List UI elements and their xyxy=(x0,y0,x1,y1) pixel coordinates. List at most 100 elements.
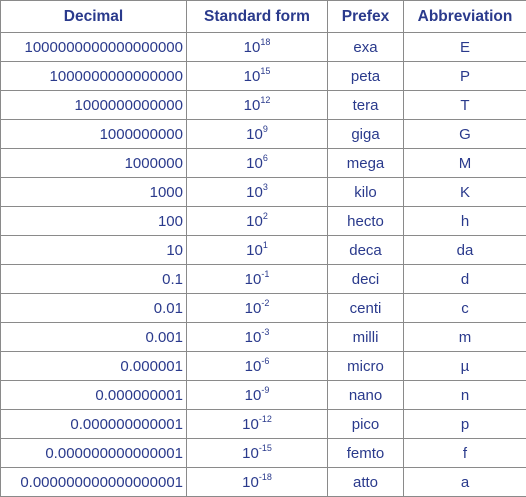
standard-form-base: 10 xyxy=(246,155,263,172)
header-row: Decimal Standard form Prefex Abbreviatio… xyxy=(1,1,526,33)
standard-form-cell: 10-12 xyxy=(187,410,328,439)
standard-form-exponent: -1 xyxy=(261,269,269,279)
prefix-cell: hecto xyxy=(328,207,404,236)
standard-form-cell: 10-6 xyxy=(187,352,328,381)
prefix-cell: exa xyxy=(328,33,404,62)
standard-form-base: 10 xyxy=(246,126,263,143)
standard-form-exponent: 6 xyxy=(263,153,268,163)
decimal-cell: 1000 xyxy=(1,178,187,207)
standard-form-base: 10 xyxy=(242,445,259,462)
standard-form-base: 10 xyxy=(245,358,262,375)
header-abbreviation: Abbreviation xyxy=(404,1,526,33)
abbreviation-cell: p xyxy=(404,410,526,439)
header-decimal: Decimal xyxy=(1,1,187,33)
standard-form-cell: 1012 xyxy=(187,91,328,120)
abbreviation-cell: h xyxy=(404,207,526,236)
prefix-cell: nano xyxy=(328,381,404,410)
abbreviation-cell: f xyxy=(404,439,526,468)
header-standard-form: Standard form xyxy=(187,1,328,33)
abbreviation-cell: m xyxy=(404,323,526,352)
abbreviation-cell: K xyxy=(404,178,526,207)
standard-form-exponent: 1 xyxy=(263,240,268,250)
decimal-cell: 10 xyxy=(1,236,187,265)
decimal-cell: 1000000000 xyxy=(1,120,187,149)
abbreviation-cell: d xyxy=(404,265,526,294)
prefix-cell: atto xyxy=(328,468,404,497)
standard-form-base: 10 xyxy=(244,68,261,85)
standard-form-cell: 1015 xyxy=(187,62,328,91)
standard-form-exponent: 9 xyxy=(263,124,268,134)
prefix-table-container: Decimal Standard form Prefex Abbreviatio… xyxy=(0,0,526,480)
prefix-cell: kilo xyxy=(328,178,404,207)
standard-form-cell: 10-2 xyxy=(187,294,328,323)
prefix-cell: micro xyxy=(328,352,404,381)
prefix-cell: milli xyxy=(328,323,404,352)
abbreviation-cell: E xyxy=(404,33,526,62)
abbreviation-cell: n xyxy=(404,381,526,410)
decimal-cell: 100 xyxy=(1,207,187,236)
standard-form-cell: 10-18 xyxy=(187,468,328,497)
abbreviation-cell: T xyxy=(404,91,526,120)
standard-form-exponent: -6 xyxy=(261,356,269,366)
standard-form-cell: 102 xyxy=(187,207,328,236)
prefix-cell: mega xyxy=(328,149,404,178)
standard-form-exponent: -18 xyxy=(259,472,272,482)
decimal-cell: 0.000000000001 xyxy=(1,410,187,439)
decimal-cell: 1000000 xyxy=(1,149,187,178)
prefix-cell: giga xyxy=(328,120,404,149)
decimal-cell: 0.000001 xyxy=(1,352,187,381)
standard-form-base: 10 xyxy=(242,474,259,491)
standard-form-base: 10 xyxy=(244,39,261,56)
standard-form-cell: 1018 xyxy=(187,33,328,62)
standard-form-exponent: -9 xyxy=(261,385,269,395)
header-prefix: Prefex xyxy=(328,1,404,33)
standard-form-cell: 10-9 xyxy=(187,381,328,410)
decimal-cell: 0.000000000000001 xyxy=(1,439,187,468)
standard-form-cell: 109 xyxy=(187,120,328,149)
standard-form-cell: 10-3 xyxy=(187,323,328,352)
standard-form-base: 10 xyxy=(245,387,262,404)
decimal-cell: 1000000000000000000 xyxy=(1,33,187,62)
standard-form-base: 10 xyxy=(246,242,263,259)
standard-form-cell: 101 xyxy=(187,236,328,265)
decimal-cell: 0.01 xyxy=(1,294,187,323)
standard-form-exponent: -12 xyxy=(259,414,272,424)
standard-form-exponent: 3 xyxy=(263,182,268,192)
standard-form-cell: 103 xyxy=(187,178,328,207)
standard-form-base: 10 xyxy=(245,329,262,346)
prefix-cell: femto xyxy=(328,439,404,468)
prefix-cell: tera xyxy=(328,91,404,120)
standard-form-cell: 10-15 xyxy=(187,439,328,468)
prefix-cell: centi xyxy=(328,294,404,323)
abbreviation-cell: c xyxy=(404,294,526,323)
abbreviation-cell: G xyxy=(404,120,526,149)
abbreviation-cell: M xyxy=(404,149,526,178)
prefix-cell: peta xyxy=(328,62,404,91)
standard-form-exponent: 2 xyxy=(263,211,268,221)
abbreviation-cell: P xyxy=(404,62,526,91)
standard-form-base: 10 xyxy=(246,184,263,201)
decimal-cell: 0.1 xyxy=(1,265,187,294)
prefix-cell: deci xyxy=(328,265,404,294)
standard-form-exponent: 12 xyxy=(260,95,270,105)
standard-form-exponent: 18 xyxy=(260,37,270,47)
decimal-cell: 0.001 xyxy=(1,323,187,352)
standard-form-exponent: 15 xyxy=(260,66,270,76)
prefix-cell: pico xyxy=(328,410,404,439)
standard-form-base: 10 xyxy=(242,416,259,433)
standard-form-cell: 106 xyxy=(187,149,328,178)
